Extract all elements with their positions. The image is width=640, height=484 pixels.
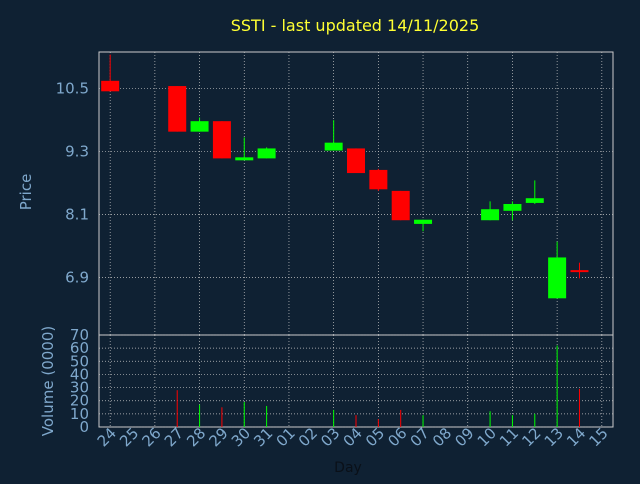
volume-tick-label: 10 [70,405,89,423]
candle-body [347,148,365,174]
candle-body [101,80,120,92]
volume-tick-label: 0 [79,418,89,436]
volume-tick-label: 50 [70,352,89,370]
candle-body [503,203,522,211]
candle-body [257,148,276,159]
candle-body [414,219,433,224]
volume-tick-label: 40 [70,365,89,383]
price-axis-label: Price [17,174,35,211]
chart-title: SSTI - last updated 14/11/2025 [231,16,480,35]
candle-body [190,121,209,132]
volume-tick-label: 20 [70,392,89,410]
candle-body [212,121,231,159]
volume-tick-label: 30 [70,379,89,397]
price-tick-label: 8.1 [65,205,89,223]
price-tick-label: 6.9 [65,268,89,286]
price-tick-label: 9.3 [65,143,89,161]
candle-body [168,86,187,132]
candle-body [235,157,254,161]
price-tick-label: 10.5 [56,80,89,98]
volume-axis-label: Volume (0000) [39,326,57,436]
candle-body [525,198,544,203]
price-panel: 10.5 9.3 8.1 6.9 [56,51,614,336]
candle-body [369,169,388,190]
x-axis-label: Day [334,460,362,476]
volume-tick-label: 60 [70,339,89,357]
candle-body [481,209,500,221]
volume-tick-label: 70 [70,326,89,344]
candle-body [391,190,410,221]
candle-body [324,142,343,151]
candle-body [548,257,567,299]
